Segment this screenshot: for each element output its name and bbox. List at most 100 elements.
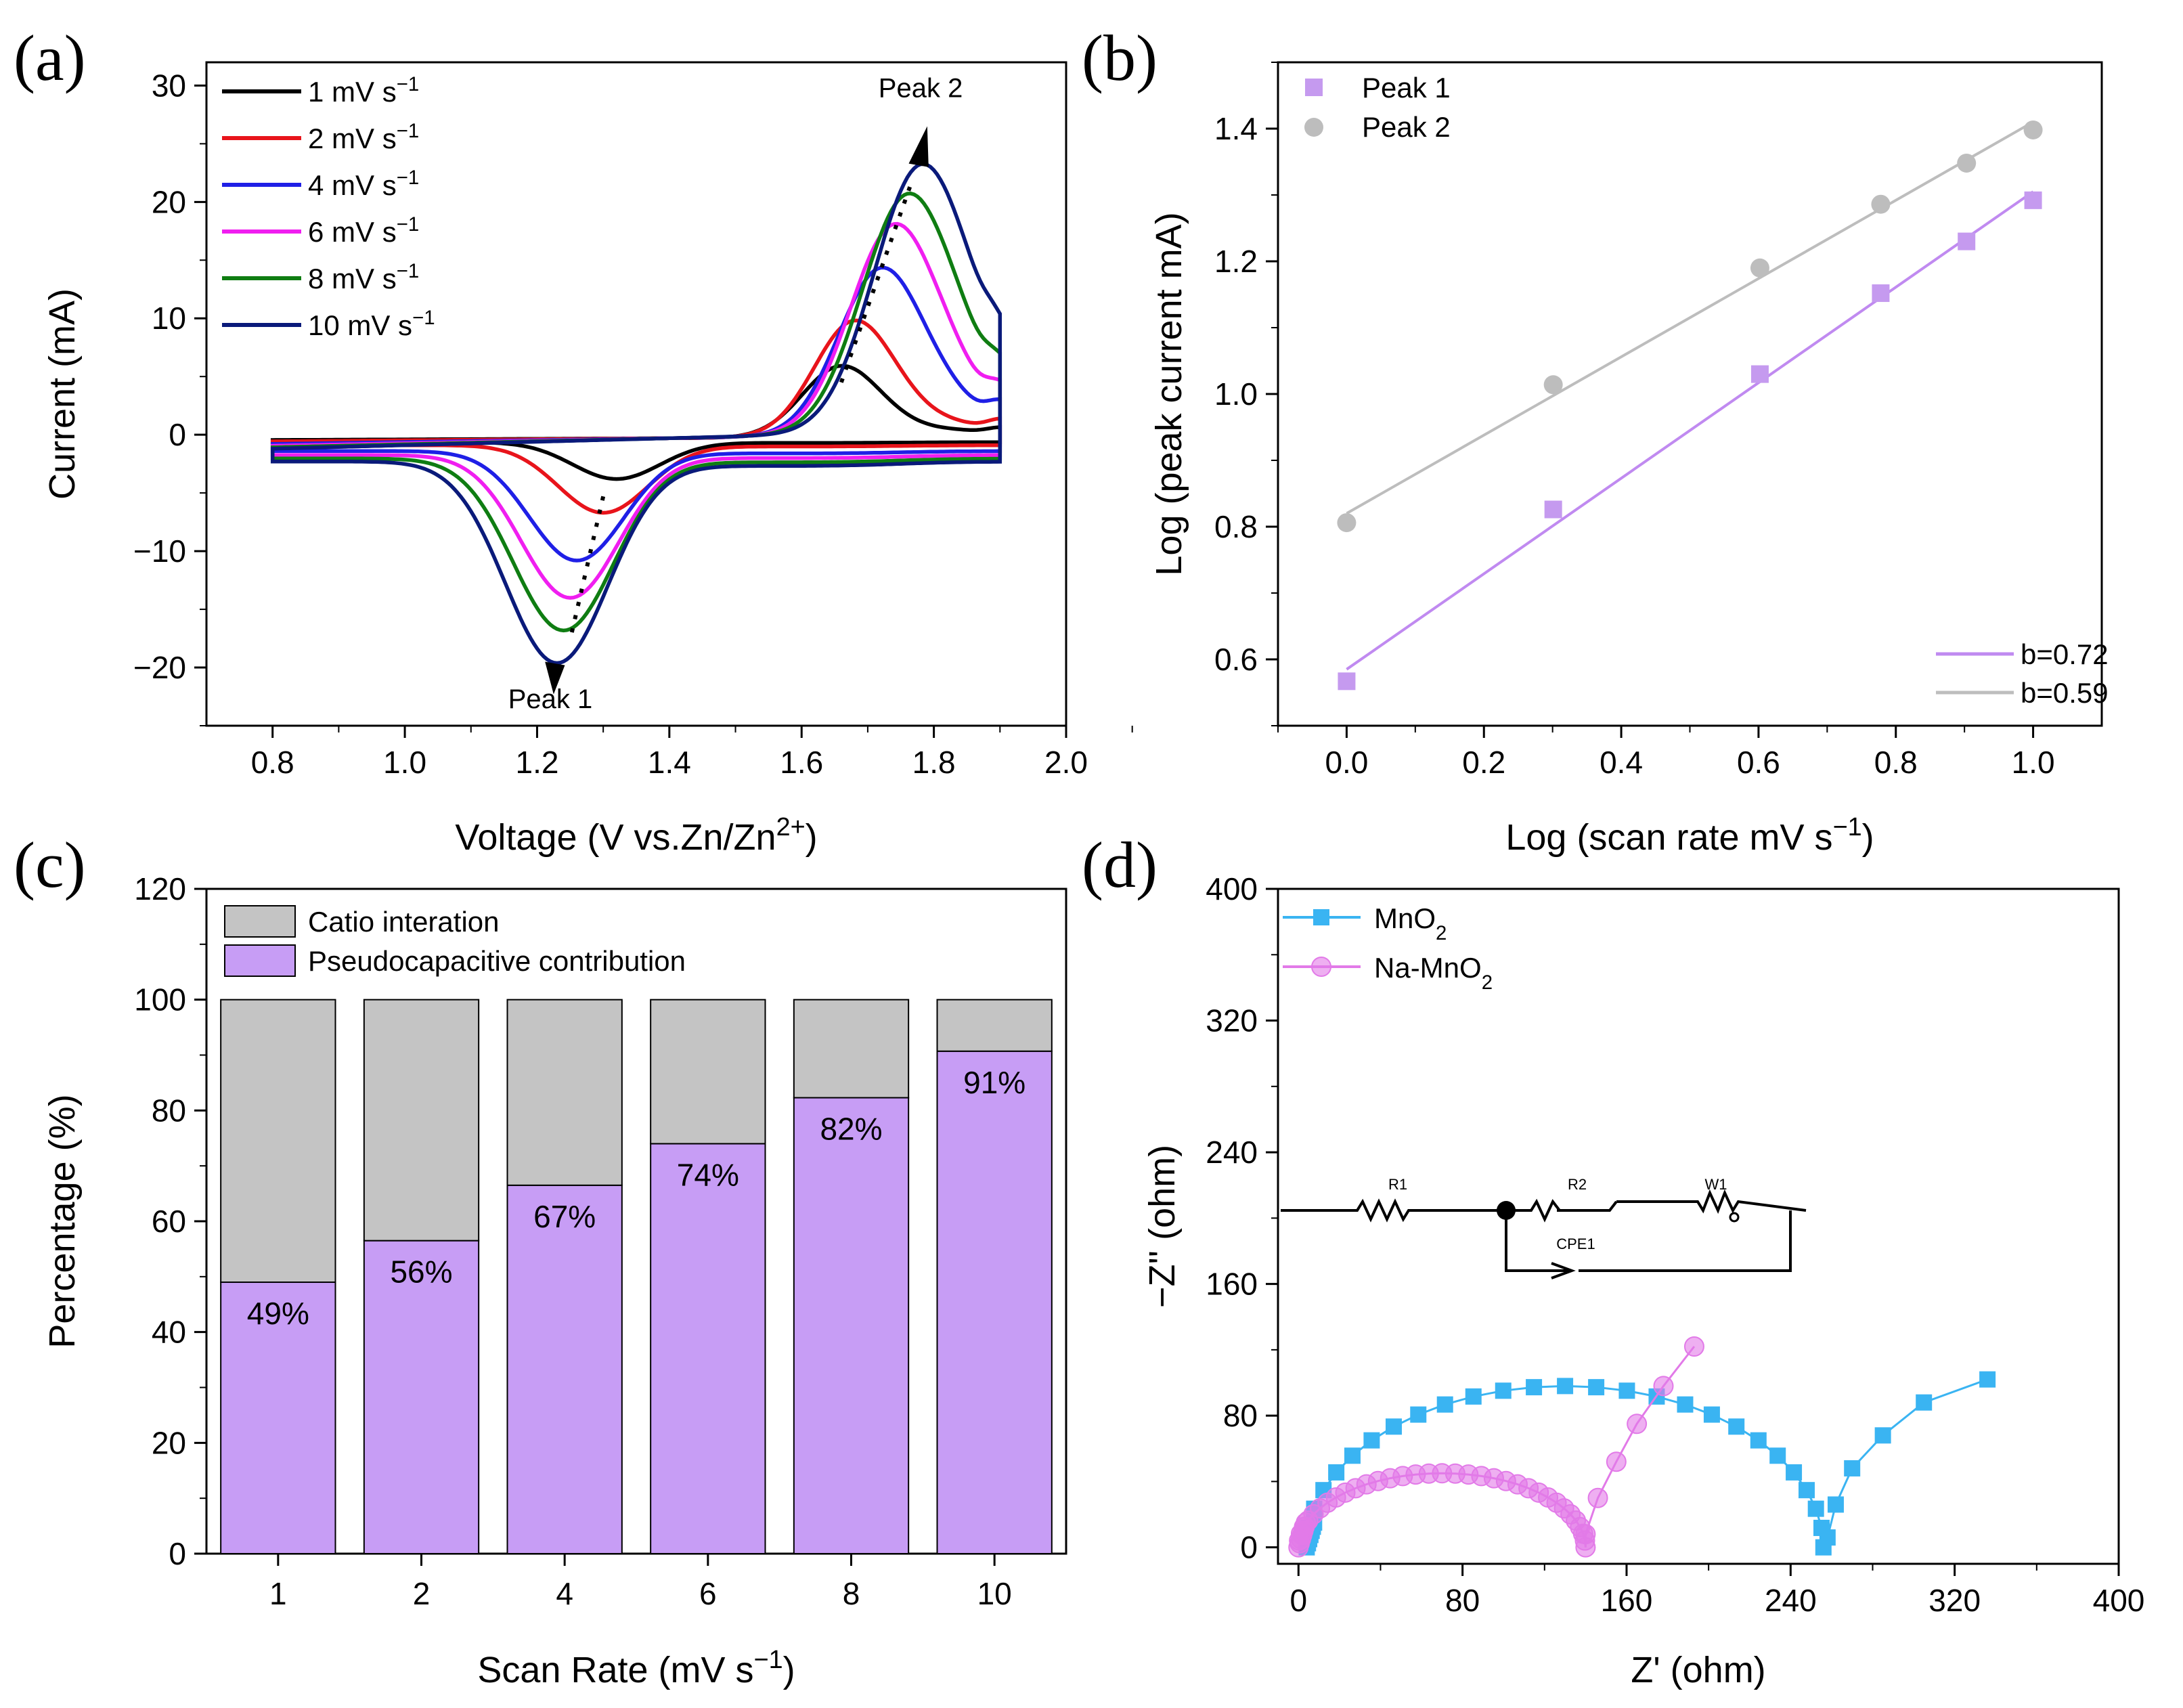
x-tick-label: 1.6 [780,745,823,780]
legend-marker-peak1 [1305,79,1323,96]
legend-marker-na-mno2 [1311,957,1331,977]
y-tick-label: 10 [152,301,186,336]
y-tick-label: 0 [169,1536,186,1571]
y-tick-label: 400 [1206,871,1258,906]
x-axis-label: Scan Rate (mV s−1) [477,1646,795,1690]
resistor-r1 [1281,1198,1506,1223]
y-tick-label: 20 [152,184,186,219]
y-axis-label: −Z'' (ohm) [1142,1145,1183,1308]
nyquist-point [1653,1376,1674,1397]
panel-d: (d) 00 80 80 160 160 240 240 320 320 400 400 Z' (ohm… [1082,829,2144,1690]
nyquist-point [1328,1464,1345,1481]
bar-pseudocapacitive [793,1097,910,1555]
data-point [2023,120,2043,139]
x-tick-label: 160 [1601,1583,1653,1618]
data-point [2024,191,2042,209]
nyquist-point [1728,1418,1745,1435]
y-tick-label: 20 [152,1425,186,1460]
data-point [1750,258,1769,278]
legend-label-10: 10 mV s−1 [308,307,435,342]
cv-series-2 [270,318,1002,515]
x-tick-label: 0.0 [1325,745,1368,780]
x-tick-label: 6 [699,1576,717,1611]
bar-catio [936,999,1053,1052]
nyquist-point [1526,1379,1543,1396]
legend-label-na-mno2: Na-MnO2 [1374,952,1493,994]
nyquist-point [1979,1371,1996,1388]
x-tick-label: 0.2 [1462,745,1505,780]
nyquist-point [1557,1378,1574,1395]
nyquist-point [1495,1382,1512,1399]
y-tick-label: 0 [1240,1530,1258,1565]
nyquist-point [1874,1427,1891,1444]
bar-value-label: 49% [247,1296,309,1331]
legend-label-4: 4 mV s−1 [308,167,419,202]
x-tick-label: 0.4 [1600,745,1643,780]
bar-catio [363,999,480,1242]
legend-label-2: 2 mV s−1 [308,120,419,155]
panel-label: (c) [14,829,86,901]
warburg-w1 [1616,1189,1807,1214]
x-tick-label: 0 [1289,1583,1307,1618]
data-point [1957,153,1977,173]
bar-value-label: 74% [677,1157,739,1192]
x-tick-label: 240 [1765,1583,1817,1618]
y-tick-label: 80 [152,1093,186,1128]
x-tick-label: 1.8 [912,745,956,780]
y-tick-label: 160 [1206,1267,1258,1302]
data-point [1750,365,1769,383]
x-tick-label: 0.8 [251,745,294,780]
peak2-guide [839,183,913,383]
bar-value-label: 56% [390,1254,452,1290]
bar-catio [220,999,336,1284]
peak1-guide [568,496,606,640]
bar-catio [793,999,910,1099]
y-tick-label: 240 [1206,1135,1258,1170]
nyquist-point [1575,1524,1596,1545]
y-axis-label: Percentage (%) [42,1094,83,1348]
fit-line-1 [1346,121,2034,515]
y-tick-label: 0.8 [1214,509,1258,544]
resistor-r2 [1506,1198,1618,1223]
y-tick-label: 0.6 [1214,642,1258,677]
x-tick-label: 10 [977,1576,1012,1611]
legend-label-peak1: Peak 1 [1362,72,1451,104]
logplot-frame [1277,61,2103,727]
legend-label-6: 6 mV s−1 [308,213,419,248]
equivalent-circuit: R1 R2 W1 CPE1 [1281,1176,1807,1279]
nyquist-point [1683,1336,1704,1357]
nyquist-point [1363,1432,1380,1449]
nyquist-point [1410,1406,1427,1423]
fit-line-0 [1346,190,2034,671]
peak1-arrow [545,661,565,695]
nyquist-line-0 [1305,1378,1988,1548]
x-tick-label: 400 [2093,1583,2145,1618]
bar-value-label: 82% [820,1112,882,1147]
bar-catio [506,999,623,1186]
cv-plot-frame [205,61,1067,727]
nyquist-point [1786,1464,1803,1481]
y-tick-label: 0 [169,417,186,452]
nyquist-point [1769,1447,1786,1464]
y-tick-label: 320 [1206,1003,1258,1038]
x-axis-label: Log (scan rate mV s−1) [1505,813,1874,858]
nyquist-point [1344,1447,1361,1464]
bar-pseudocapacitive [936,1050,1053,1554]
y-tick-label: 1.0 [1214,376,1258,412]
nyquist-point [1465,1388,1482,1405]
bar-value-label: 67% [533,1199,596,1234]
nyquist-point [1385,1418,1402,1435]
nyquist-point [1827,1496,1844,1513]
bar-pseudocapacitive [220,1282,336,1555]
nyquist-point [1750,1432,1767,1449]
peak2-label: Peak 2 [879,74,963,104]
y-tick-label: 120 [134,871,186,906]
label-r1: R1 [1388,1176,1407,1193]
legend-fit2-label: b=0.59 [2021,677,2109,709]
y-tick-label: 80 [1223,1398,1258,1433]
legend-swatch-catio [224,905,296,938]
x-tick-label: 1.0 [383,745,426,780]
nyquist-point [1627,1414,1648,1435]
cv-series-10 [270,162,1002,665]
bar-catio [650,999,766,1145]
